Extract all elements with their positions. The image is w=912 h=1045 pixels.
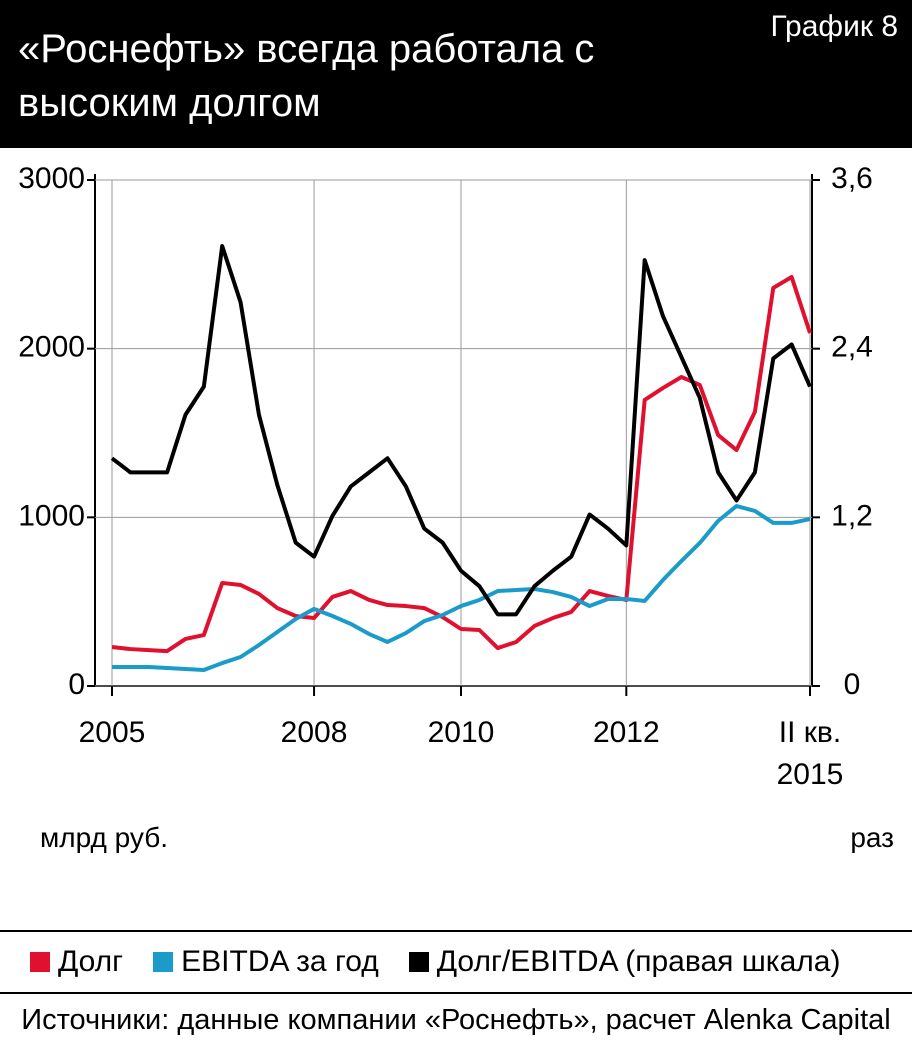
- y2-tick-label: 2,4: [831, 331, 873, 364]
- legend-item: Долг: [30, 945, 123, 979]
- legend-item: Долг/EBITDA (правая шкала): [408, 945, 841, 979]
- legend-label: Долг/EBITDA (правая шкала): [436, 945, 841, 978]
- x-tick-label: 2010: [427, 716, 495, 749]
- y-tick-label: 2000: [18, 331, 85, 364]
- legend-label: EBITDA за год: [181, 945, 379, 978]
- x-tick-label: 2008: [280, 716, 348, 749]
- x-tick-label: 2005: [78, 716, 146, 749]
- y2-tick-label: 0: [844, 668, 861, 701]
- y-tick-label: 3000: [18, 162, 85, 195]
- y-axis-label: млрд руб.: [40, 822, 169, 853]
- line-series: [112, 504, 811, 672]
- y-tick-label: 0: [68, 668, 85, 701]
- header: «Роснефть» всегда работала с высоким дол…: [0, 0, 912, 148]
- y2-axis-label: раз: [850, 822, 894, 853]
- y2-tick-label: 1,2: [831, 499, 873, 532]
- x-tick-label: II кв. 2015: [776, 716, 844, 791]
- x-tick-label: 2012: [592, 716, 660, 749]
- legend-swatch: [408, 952, 429, 972]
- chart-number: График 8: [770, 10, 898, 43]
- line-series: [110, 244, 812, 617]
- legend-swatch: [30, 952, 50, 972]
- legend-item: EBITDA за год: [153, 945, 379, 979]
- legend: Долг EBITDA за год Долг/EBITDA (правая шка…: [0, 930, 912, 992]
- source: Источники: данные компании «Роснефть», р…: [0, 992, 912, 1045]
- y2-tick-label: 3,6: [831, 162, 873, 195]
- y-tick-label: 1000: [18, 499, 85, 532]
- legend-label: Долг: [58, 945, 124, 978]
- chart-title: «Роснефть» всегда работала с высоким дол…: [18, 27, 595, 125]
- legend-swatch: [153, 952, 174, 972]
